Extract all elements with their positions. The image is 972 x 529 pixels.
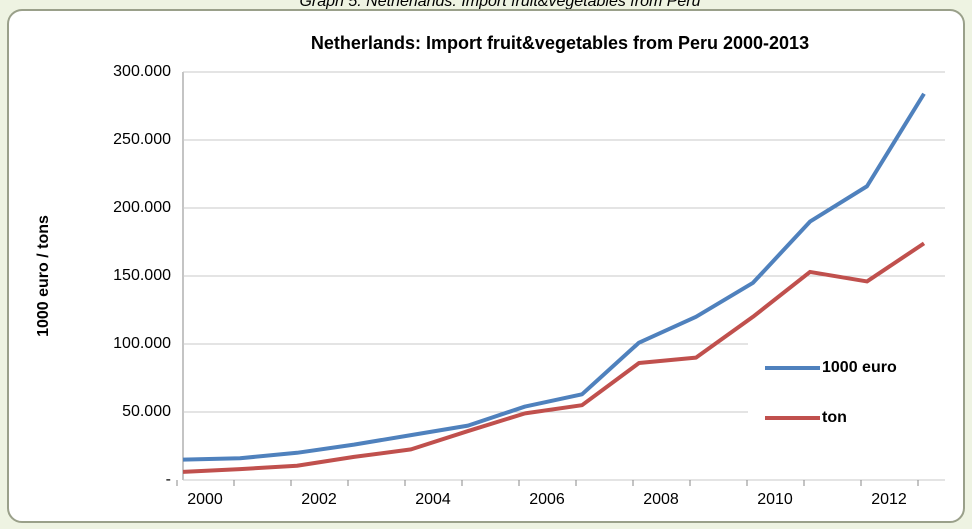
x-tick-label: 2008 <box>643 491 679 508</box>
y-tick-label: 100.000 <box>113 335 171 352</box>
y-tick-label: 300.000 <box>113 63 171 80</box>
y-tick-label: 200.000 <box>113 199 171 216</box>
x-tick-label: 2004 <box>415 491 451 508</box>
chart-frame <box>7 9 965 523</box>
y-tick-label: - <box>166 471 171 488</box>
line-series <box>182 92 926 462</box>
caption: Graph 5: Netherlands: Import fruit&veget… <box>299 0 700 10</box>
legend-label: ton <box>822 409 847 426</box>
legend-box <box>748 340 945 440</box>
x-tick-label: 2000 <box>187 491 223 508</box>
chart-title: Netherlands: Import fruit&vegetables fro… <box>311 33 809 53</box>
y-tick-label: 250.000 <box>113 131 171 148</box>
x-tick-label: 2006 <box>529 491 565 508</box>
y-tick-label: 50.000 <box>122 403 171 420</box>
x-tick-label: 2002 <box>301 491 337 508</box>
y-axis-label: 1000 euro / tons <box>35 215 52 337</box>
x-tick-label: 2010 <box>757 491 793 508</box>
x-tick-label: 2012 <box>871 491 907 508</box>
legend-label: 1000 euro <box>822 359 897 376</box>
y-tick-label: 150.000 <box>113 267 171 284</box>
line-series <box>182 241 926 474</box>
